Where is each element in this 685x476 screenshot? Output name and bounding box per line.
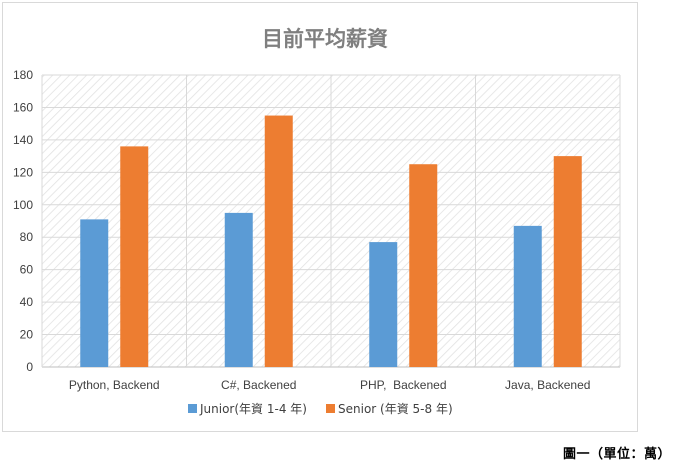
category-dividers: [41, 75, 621, 367]
y-tick-label: 180: [13, 68, 33, 82]
bar-senior: [409, 164, 438, 367]
figure-caption: 圖一（單位：萬）: [562, 446, 671, 461]
bar-junior: [369, 242, 398, 367]
legend-label: Senior (年資 5-8 年): [338, 402, 453, 416]
x-tick-label: Java, Backened: [505, 378, 590, 392]
legend-swatch: [326, 404, 335, 413]
bar-junior: [513, 225, 542, 367]
bar-senior: [264, 115, 293, 367]
x-tick-label: C#, Backened: [221, 378, 296, 392]
y-tick-label: 100: [13, 198, 33, 212]
chart-title: 目前平均薪資: [262, 27, 388, 51]
y-tick-label: 20: [20, 328, 34, 342]
y-tick-label: 120: [13, 165, 33, 179]
y-tick-label: 140: [13, 133, 33, 147]
bar-junior: [224, 212, 253, 367]
y-tick-label: 40: [20, 295, 34, 309]
legend: Junior(年資 1-4 年) Senior (年資 5-8 年): [188, 402, 453, 416]
x-axis-ticks: Python, Backend C#, Backened PHP, Backened…: [69, 378, 591, 392]
y-axis-ticks: 0 20 40 60 80 100 120 140 160 180: [13, 68, 33, 374]
x-tick-label: PHP, Backened: [360, 378, 447, 392]
bar-senior: [120, 146, 149, 367]
bar-junior: [80, 219, 109, 367]
y-tick-label: 60: [20, 263, 34, 277]
legend-swatch: [188, 404, 197, 413]
y-tick-label: 0: [26, 360, 33, 374]
bars: [80, 115, 582, 367]
y-tick-label: 160: [13, 100, 33, 114]
bar-senior: [553, 156, 582, 367]
x-tick-label: Python, Backend: [69, 378, 160, 392]
legend-label: Junior(年資 1-4 年): [199, 402, 307, 416]
y-tick-label: 80: [20, 230, 34, 244]
